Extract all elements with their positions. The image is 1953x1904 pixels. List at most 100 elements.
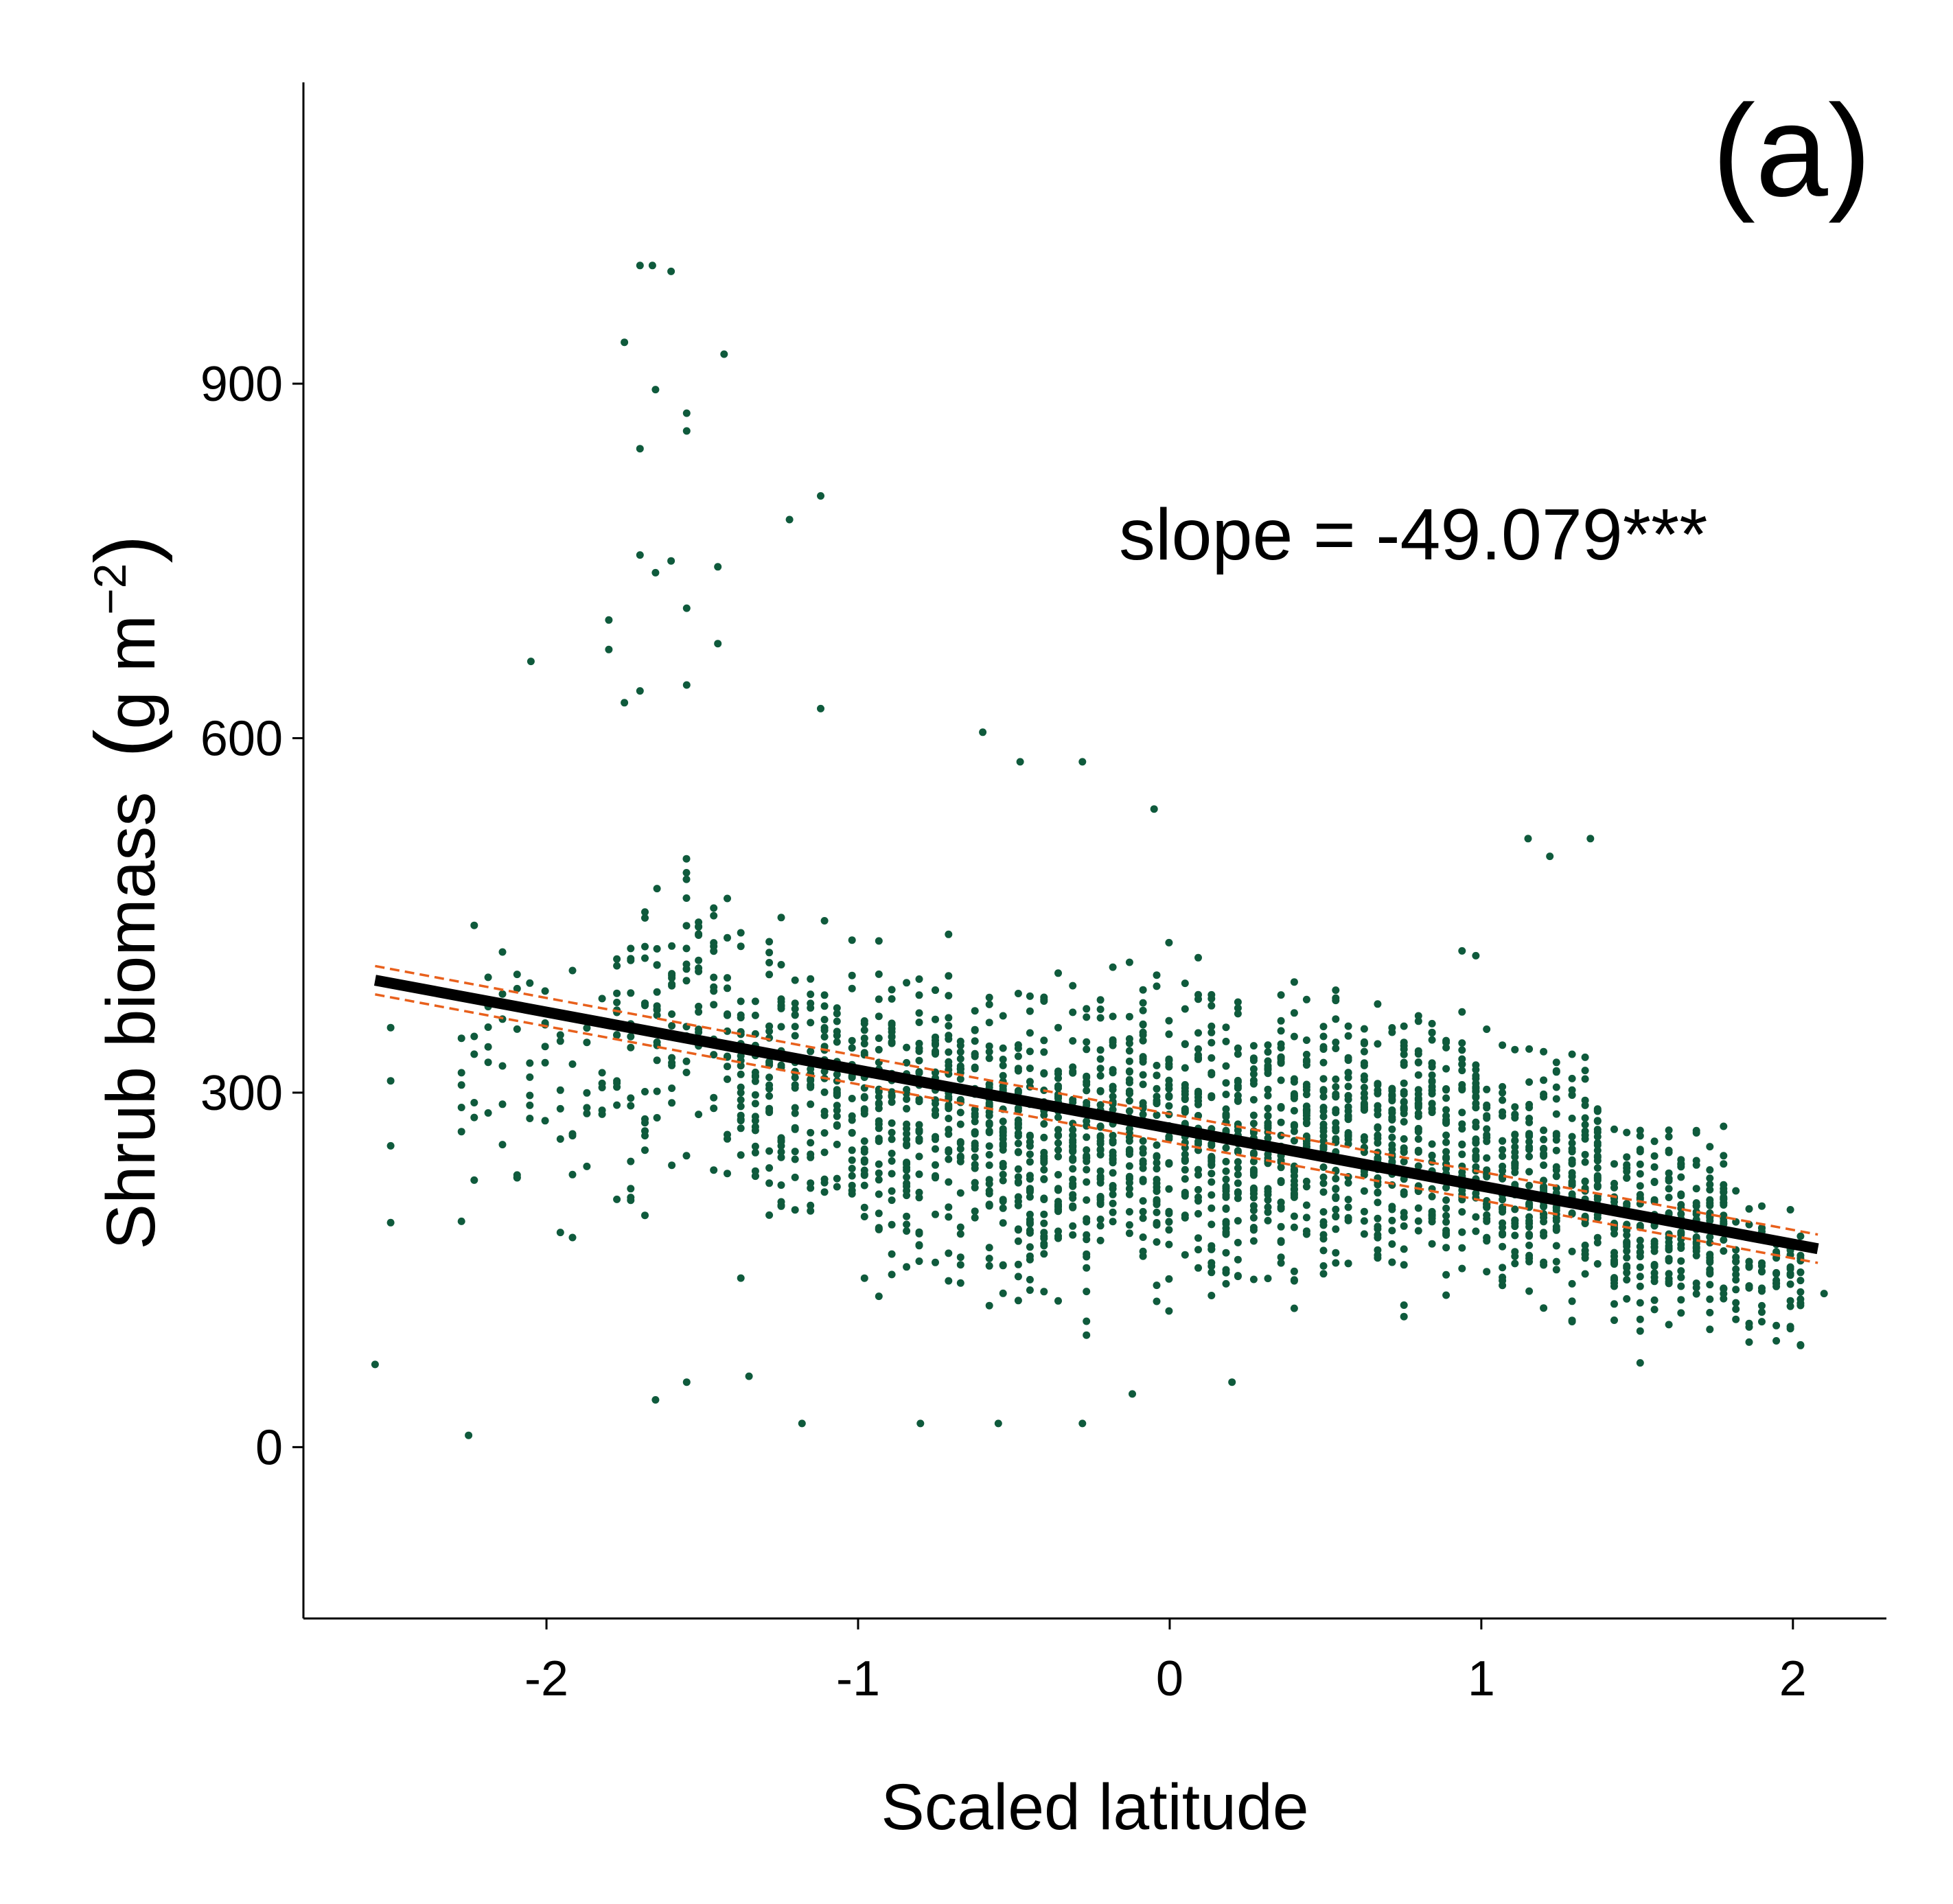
data-point xyxy=(737,997,745,1006)
data-point xyxy=(888,1270,896,1279)
data-point xyxy=(1319,1058,1328,1067)
data-point xyxy=(1040,1242,1048,1250)
data-point xyxy=(1665,1242,1673,1250)
data-point xyxy=(1499,1152,1507,1160)
data-point xyxy=(777,1198,785,1206)
data-point xyxy=(860,1203,868,1211)
data-point xyxy=(1374,1040,1382,1048)
data-point xyxy=(1568,1114,1576,1122)
data-point xyxy=(1786,1206,1794,1214)
data-point xyxy=(888,1119,896,1127)
data-point xyxy=(903,979,911,987)
data-point xyxy=(1109,1038,1117,1046)
data-point xyxy=(682,681,691,689)
data-point xyxy=(541,987,549,995)
data-point xyxy=(1525,1100,1534,1108)
data-point xyxy=(807,1150,815,1159)
data-point xyxy=(1194,1234,1202,1242)
data-point xyxy=(1442,1112,1451,1120)
data-point xyxy=(1400,1144,1408,1152)
data-point xyxy=(945,1203,953,1211)
data-point xyxy=(710,1051,718,1059)
data-point xyxy=(1720,1193,1728,1201)
x-tick-label: -2 xyxy=(524,1651,568,1706)
data-point xyxy=(999,1117,1007,1126)
data-point xyxy=(915,1228,923,1236)
data-point xyxy=(932,1145,939,1153)
data-point xyxy=(1125,1208,1133,1216)
data-point xyxy=(1165,1218,1173,1226)
data-point xyxy=(1016,758,1024,766)
data-point xyxy=(1153,1219,1161,1227)
data-point xyxy=(999,1061,1007,1069)
data-point xyxy=(971,1179,979,1187)
data-point xyxy=(1139,986,1147,994)
data-point xyxy=(1692,1247,1700,1255)
data-point xyxy=(1483,1085,1491,1093)
data-point xyxy=(1069,1203,1077,1211)
data-point xyxy=(484,973,492,982)
data-point xyxy=(1732,1315,1740,1323)
data-point xyxy=(1414,1050,1422,1058)
data-point xyxy=(915,1242,923,1250)
data-point xyxy=(751,1100,759,1108)
data-point xyxy=(1332,1015,1340,1023)
data-point xyxy=(1069,1156,1077,1164)
data-point xyxy=(1139,999,1147,1007)
data-point xyxy=(1109,1199,1117,1207)
data-point xyxy=(1054,1234,1062,1242)
data-point xyxy=(1040,993,1048,1001)
data-point xyxy=(1540,1126,1548,1135)
data-point xyxy=(1499,1041,1507,1049)
data-point xyxy=(1054,1132,1062,1140)
data-point xyxy=(1290,1106,1298,1115)
data-point xyxy=(971,1164,979,1172)
data-point xyxy=(915,1044,923,1052)
data-point xyxy=(848,1172,856,1180)
data-point xyxy=(1428,1100,1436,1108)
x-tick-label: -1 xyxy=(836,1651,880,1706)
data-point xyxy=(1400,1090,1408,1098)
data-point xyxy=(999,1056,1007,1063)
data-point xyxy=(1458,1046,1466,1054)
data-point xyxy=(860,1274,868,1282)
data-point xyxy=(1428,1207,1436,1216)
data-point xyxy=(1319,1087,1328,1095)
data-point xyxy=(682,875,691,883)
data-point xyxy=(1525,1168,1534,1176)
data-point xyxy=(1109,963,1117,971)
data-point xyxy=(1344,1196,1352,1204)
data-point xyxy=(682,427,691,435)
panel-label: (a) xyxy=(1712,78,1871,224)
data-point xyxy=(1786,1280,1794,1288)
data-point xyxy=(1568,1050,1576,1058)
data-point xyxy=(1332,1119,1340,1127)
data-point xyxy=(1388,1258,1396,1266)
data-point xyxy=(1264,1203,1272,1211)
data-point xyxy=(1302,1214,1310,1222)
data-point xyxy=(1552,1110,1560,1118)
data-point xyxy=(1400,1213,1408,1221)
data-point xyxy=(1677,1267,1685,1275)
data-point xyxy=(1442,1211,1451,1220)
data-point xyxy=(470,1050,478,1058)
data-point xyxy=(1040,1175,1048,1183)
confidence-band xyxy=(375,964,1818,1264)
data-point xyxy=(1125,1107,1133,1115)
data-point xyxy=(820,1033,829,1041)
data-point xyxy=(1665,1275,1673,1283)
data-point xyxy=(737,1274,745,1282)
data-point xyxy=(1153,1152,1161,1160)
data-point xyxy=(956,1062,964,1070)
data-point xyxy=(1207,1069,1216,1077)
data-point xyxy=(1139,1157,1147,1165)
data-point xyxy=(1442,1094,1451,1102)
data-point xyxy=(1400,1045,1408,1054)
data-point xyxy=(820,1107,829,1115)
data-point xyxy=(903,1212,911,1220)
data-point xyxy=(613,1195,621,1203)
data-point xyxy=(820,1175,829,1183)
data-point xyxy=(1319,1075,1328,1083)
data-point xyxy=(1706,1257,1714,1265)
data-point xyxy=(1290,1177,1298,1185)
